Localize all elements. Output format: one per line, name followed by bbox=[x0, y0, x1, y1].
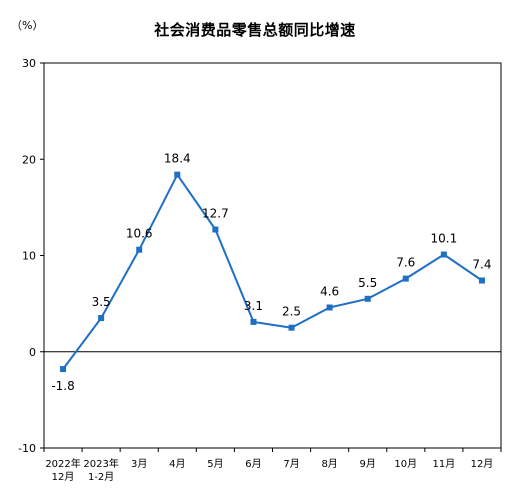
data-label: 4.6 bbox=[320, 284, 339, 298]
x-tick-label: 9月 bbox=[360, 458, 376, 470]
x-tick-label: 10月 bbox=[394, 458, 417, 470]
data-point bbox=[212, 226, 219, 233]
data-label: 7.4 bbox=[472, 258, 491, 272]
x-tick-label: 8月 bbox=[321, 458, 337, 470]
data-label: 7.6 bbox=[396, 256, 415, 270]
y-tick-label: 10 bbox=[22, 250, 36, 263]
plot-frame bbox=[43, 62, 502, 449]
data-point bbox=[440, 251, 447, 258]
data-point bbox=[136, 246, 143, 253]
y-unit-label: （%） bbox=[11, 19, 44, 32]
series-line bbox=[62, 173, 483, 370]
x-tick-label: 12月 bbox=[471, 458, 494, 470]
data-point bbox=[478, 277, 485, 284]
data-label: 3.1 bbox=[244, 299, 263, 313]
data-label: 5.5 bbox=[358, 276, 377, 290]
data-label: 10.1 bbox=[431, 232, 458, 246]
data-label: 10.6 bbox=[126, 227, 153, 241]
x-tick-label: 1-2月 bbox=[88, 471, 114, 483]
x-tick-label: 3月 bbox=[131, 458, 147, 470]
x-tick-label: 6月 bbox=[245, 458, 261, 470]
data-point bbox=[326, 304, 333, 311]
chart-title: 社会消费品零售总额同比增速 bbox=[154, 21, 356, 39]
data-point bbox=[364, 295, 371, 302]
data-label: 18.4 bbox=[164, 152, 191, 166]
data-label: 12.7 bbox=[202, 207, 229, 221]
x-tick-label: 5月 bbox=[207, 458, 223, 470]
y-tick-label: 20 bbox=[22, 153, 36, 166]
data-point bbox=[288, 324, 295, 331]
data-point bbox=[98, 315, 105, 322]
y-tick-label: 30 bbox=[22, 57, 36, 70]
data-label: -1.8 bbox=[51, 379, 74, 393]
data-point bbox=[250, 318, 257, 325]
x-tick-label: 7月 bbox=[283, 458, 299, 470]
x-tick-label: 12月 bbox=[52, 471, 75, 483]
data-label: 3.5 bbox=[92, 295, 111, 309]
data-point bbox=[402, 275, 409, 282]
x-tick-label: 4月 bbox=[169, 458, 185, 470]
y-tick-label: 0 bbox=[29, 346, 36, 359]
x-tick-label: 2022年 bbox=[45, 457, 80, 470]
y-tick-label: -10 bbox=[18, 442, 36, 455]
data-label: 2.5 bbox=[282, 305, 301, 319]
x-tick-label: 11月 bbox=[433, 458, 456, 470]
data-point bbox=[174, 171, 181, 178]
data-point bbox=[60, 366, 67, 373]
x-tick-label: 2023年 bbox=[83, 457, 118, 470]
